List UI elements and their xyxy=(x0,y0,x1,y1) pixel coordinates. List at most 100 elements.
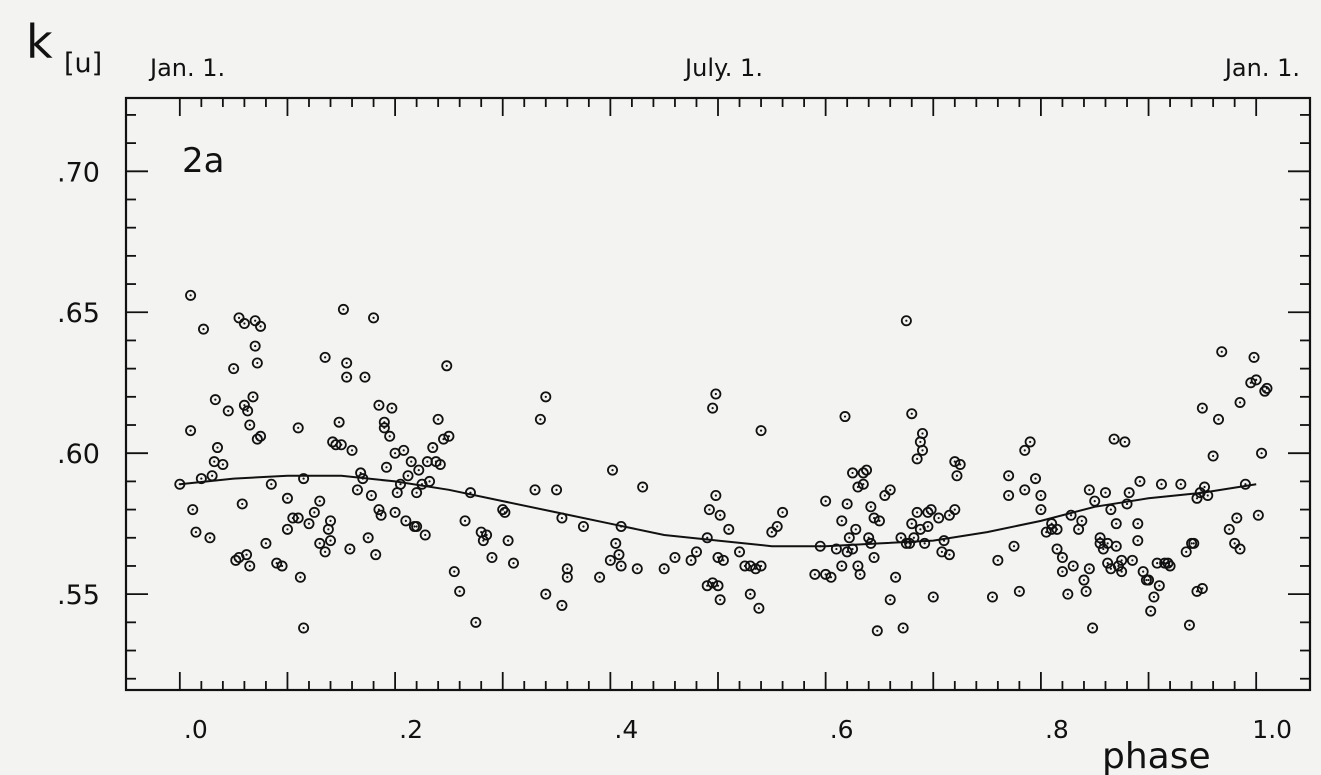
data-point xyxy=(1062,588,1074,600)
data-point-ring xyxy=(607,464,619,476)
data-point xyxy=(185,425,197,437)
data-point-ring xyxy=(314,537,326,549)
data-point xyxy=(1216,346,1228,358)
x-tick-label: 1.0 xyxy=(1252,715,1292,744)
data-point-dot xyxy=(458,590,461,593)
data-point-dot xyxy=(1185,550,1188,553)
data-point xyxy=(825,571,837,583)
data-point-ring xyxy=(540,588,552,600)
data-point-dot xyxy=(919,528,922,531)
data-point xyxy=(927,591,939,603)
data-point-ring xyxy=(1234,543,1246,555)
data-point xyxy=(843,532,855,544)
data-point-ring xyxy=(669,552,681,564)
data-point xyxy=(861,464,873,476)
data-point-ring xyxy=(1153,580,1165,592)
data-point-dot xyxy=(377,404,381,407)
data-point xyxy=(251,357,263,369)
data-point-ring xyxy=(314,495,326,507)
data-point-dot xyxy=(719,514,722,517)
data-point-dot xyxy=(1206,494,1209,497)
data-point-ring xyxy=(386,402,398,414)
data-point-dot xyxy=(955,474,959,477)
data-point-dot xyxy=(948,514,951,517)
data-point xyxy=(839,411,851,423)
data-point xyxy=(1056,552,1068,564)
data-point-dot xyxy=(415,491,418,494)
data-point xyxy=(448,566,460,578)
data-point xyxy=(375,509,387,521)
data-point-ring xyxy=(1051,543,1063,555)
data-point xyxy=(1202,489,1214,501)
data-point-ring xyxy=(847,543,859,555)
data-point-ring xyxy=(1108,433,1120,445)
data-point xyxy=(384,430,396,442)
data-point-dot xyxy=(1082,578,1086,582)
data-point xyxy=(308,506,320,518)
data-point-ring xyxy=(615,560,627,572)
data-point-dot xyxy=(878,519,881,522)
data-point-ring xyxy=(954,458,966,470)
data-point xyxy=(863,532,875,544)
data-point xyxy=(1035,504,1047,516)
data-point-dot xyxy=(420,483,424,486)
data-point-ring xyxy=(854,568,866,580)
data-point-dot xyxy=(714,494,717,497)
data-point-dot xyxy=(259,435,262,438)
data-point xyxy=(1229,537,1241,549)
data-point-ring xyxy=(470,616,482,628)
data-point-ring xyxy=(443,430,455,442)
data-point xyxy=(1116,566,1128,578)
data-point xyxy=(1056,566,1068,578)
data-point-ring xyxy=(1213,413,1225,425)
data-point xyxy=(1261,382,1273,394)
data-point-ring xyxy=(190,526,202,538)
data-point-ring xyxy=(1261,382,1273,394)
data-point xyxy=(432,413,444,425)
data-point-dot xyxy=(243,404,246,407)
data-point xyxy=(1112,560,1124,572)
data-point-ring xyxy=(294,571,306,583)
data-point xyxy=(359,371,371,383)
data-point-dot xyxy=(889,598,892,601)
data-point-dot xyxy=(329,519,332,522)
data-point-dot xyxy=(1158,584,1161,587)
data-point-ring xyxy=(897,622,909,634)
data-point xyxy=(1065,509,1077,521)
data-point xyxy=(911,453,923,465)
data-point-ring xyxy=(843,532,855,544)
data-point xyxy=(1087,622,1099,634)
data-point xyxy=(1019,444,1031,456)
data-point-dot xyxy=(759,429,763,432)
data-point xyxy=(777,506,789,518)
data-point-dot xyxy=(307,522,311,525)
data-point-ring xyxy=(373,504,385,516)
data-point-ring xyxy=(701,580,713,592)
data-point-dot xyxy=(1160,483,1163,486)
data-point-dot xyxy=(191,508,194,511)
data-point-ring xyxy=(841,498,853,510)
data-point-ring xyxy=(911,506,923,518)
data-point-ring xyxy=(1234,396,1246,408)
data-point-dot xyxy=(297,426,300,429)
data-point-dot xyxy=(869,505,872,508)
data-point xyxy=(1148,591,1160,603)
data-point-ring xyxy=(1256,447,1268,459)
data-point-ring xyxy=(1164,560,1176,572)
data-point-ring xyxy=(534,413,546,425)
data-point-dot xyxy=(363,375,367,379)
data-point-dot xyxy=(749,593,752,596)
data-point-ring xyxy=(685,554,697,566)
data-point-ring xyxy=(419,529,431,541)
data-point-dot xyxy=(1252,356,1256,359)
data-point-dot xyxy=(286,497,289,500)
data-point-dot xyxy=(711,406,714,410)
data-point-ring xyxy=(1175,478,1187,490)
data-point-ring xyxy=(242,405,254,417)
data-point-ring xyxy=(712,580,724,592)
data-point xyxy=(925,504,937,516)
data-point-dot xyxy=(1109,508,1112,511)
data-point-ring xyxy=(405,456,417,468)
data-point-dot xyxy=(829,576,833,579)
